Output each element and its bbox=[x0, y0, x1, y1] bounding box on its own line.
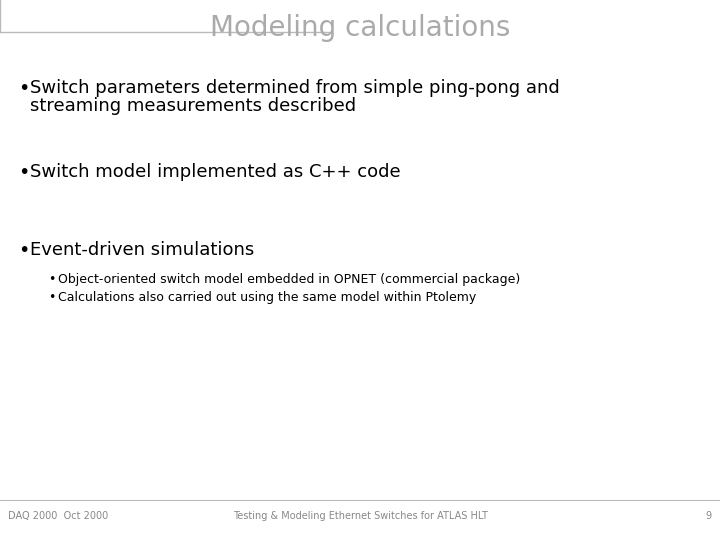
Text: Switch parameters determined from simple ping-pong and: Switch parameters determined from simple… bbox=[30, 79, 559, 97]
Text: •: • bbox=[18, 78, 30, 98]
Text: Modeling calculations: Modeling calculations bbox=[210, 14, 510, 42]
Text: •: • bbox=[18, 163, 30, 181]
Text: Calculations also carried out using the same model within Ptolemy: Calculations also carried out using the … bbox=[58, 292, 476, 305]
Text: •: • bbox=[48, 292, 55, 305]
Text: Event-driven simulations: Event-driven simulations bbox=[30, 241, 254, 259]
Text: 9: 9 bbox=[706, 511, 712, 521]
Text: •: • bbox=[18, 240, 30, 260]
Text: Object-oriented switch model embedded in OPNET (commercial package): Object-oriented switch model embedded in… bbox=[58, 273, 521, 287]
Text: •: • bbox=[48, 273, 55, 287]
Text: streaming measurements described: streaming measurements described bbox=[30, 97, 356, 115]
Text: Testing & Modeling Ethernet Switches for ATLAS HLT: Testing & Modeling Ethernet Switches for… bbox=[233, 511, 487, 521]
Text: DAQ 2000  Oct 2000: DAQ 2000 Oct 2000 bbox=[8, 511, 108, 521]
Text: Switch model implemented as C++ code: Switch model implemented as C++ code bbox=[30, 163, 400, 181]
